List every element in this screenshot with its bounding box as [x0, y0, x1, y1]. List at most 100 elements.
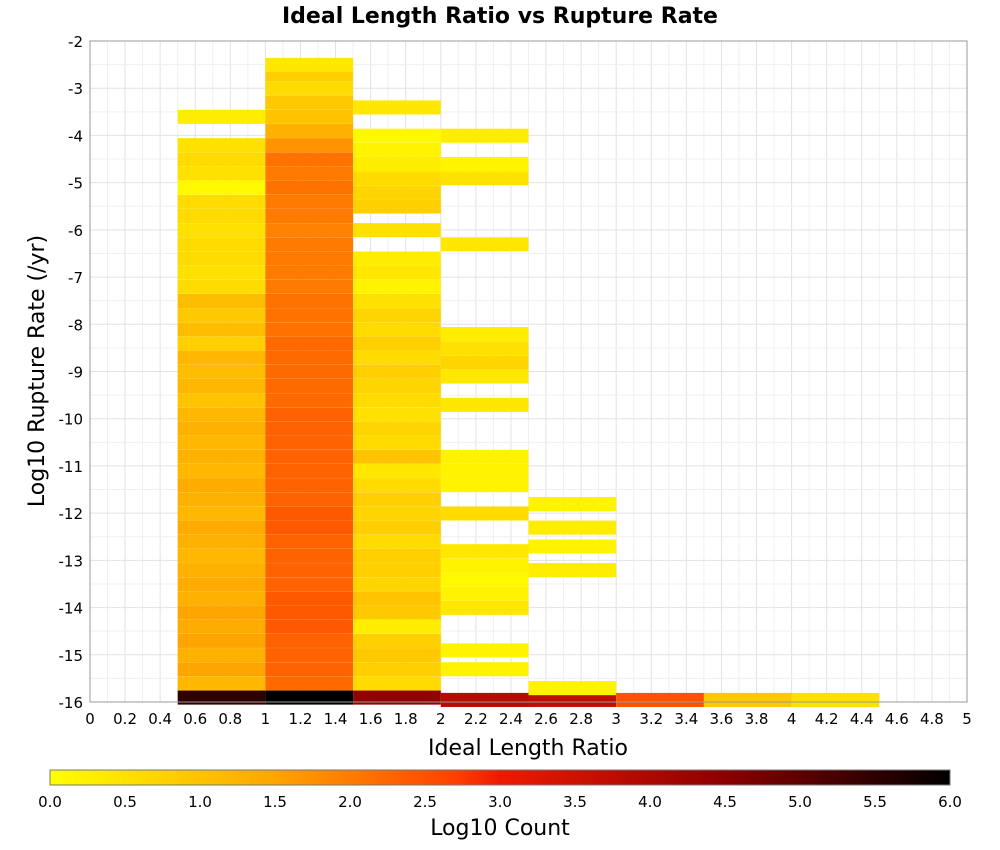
x-tick-label: 3 — [611, 710, 621, 728]
heatmap-cell — [353, 633, 441, 648]
heatmap-cell — [265, 449, 354, 464]
x-tick-label: 2 — [436, 710, 446, 728]
heatmap-cell — [528, 681, 617, 696]
heatmap-cell — [265, 364, 354, 379]
heatmap-cell — [177, 662, 266, 677]
heatmap-cell — [353, 251, 441, 266]
heatmap-cell — [177, 520, 266, 535]
heatmap-cell — [265, 662, 354, 677]
heatmap-cell — [440, 128, 529, 143]
heatmap-cell — [440, 157, 529, 172]
x-tick-label: 0 — [85, 710, 95, 728]
heatmap-cell — [353, 548, 441, 563]
heatmap-cell — [177, 166, 266, 181]
heatmap-cell — [440, 397, 529, 412]
heatmap-cell — [791, 692, 880, 707]
x-tick-label: 3.2 — [639, 710, 663, 728]
heatmap-cell — [353, 279, 441, 294]
heatmap-cell — [440, 171, 529, 186]
heatmap-cell — [177, 265, 266, 280]
heatmap-cell — [177, 563, 266, 578]
heatmap-cell — [265, 123, 354, 139]
heatmap-cell — [353, 350, 441, 365]
x-tick-label: 5 — [962, 710, 972, 728]
heatmap-cell — [353, 308, 441, 323]
x-tick-label: 0.2 — [113, 710, 137, 728]
heatmap-cell — [265, 520, 354, 535]
colorbar-tick-label: 5.5 — [863, 793, 887, 811]
heatmap-cell — [265, 591, 354, 606]
heatmap-cell — [353, 676, 441, 691]
heatmap-cell — [265, 152, 354, 167]
heatmap-cell — [440, 463, 529, 478]
heatmap-cell — [353, 293, 441, 309]
heatmap-cell — [265, 322, 354, 337]
heatmap-cell — [703, 692, 792, 707]
x-tick-label: 1.8 — [394, 710, 418, 728]
heatmap-cell — [265, 251, 354, 266]
heatmap-cell — [265, 648, 354, 663]
heatmap-cell — [440, 237, 529, 252]
heatmap-cell — [353, 265, 441, 280]
colorbar-tick-labels: 0.0 0.5 1.0 1.5 2.0 2.5 3.0 3.5 4.0 4.5 5.0 5.5 6.0 — [38, 793, 962, 811]
y-tick-label: -8 — [68, 316, 83, 334]
y-tick-label: -14 — [59, 600, 84, 618]
heatmap-cell — [177, 633, 266, 648]
x-tick-label: 4.2 — [815, 710, 839, 728]
heatmap-cell — [177, 435, 266, 450]
heatmap-cell — [265, 393, 354, 408]
heatmap-cell — [616, 692, 704, 707]
heatmap-cell — [265, 138, 354, 153]
heatmap-cell — [528, 692, 617, 707]
x-tick-label: 4.6 — [885, 710, 909, 728]
heatmap-cell — [177, 492, 266, 507]
heatmap-cell — [440, 544, 529, 559]
heatmap-cell — [265, 492, 354, 507]
y-tick-labels: -2 -3 -4 -5 -6 -7 -8 -9 -10 -11 -12 -13 -14 -15 -16 — [59, 33, 84, 712]
heatmap-cell — [265, 180, 354, 195]
x-tick-label: 1.2 — [289, 710, 313, 728]
heatmap-cells — [177, 57, 880, 707]
heatmap-cell — [353, 619, 441, 634]
heatmap-cell — [177, 308, 266, 323]
heatmap-cell — [353, 591, 441, 606]
heatmap-cell — [353, 662, 441, 677]
x-tick-labels: 0 0.2 0.4 0.6 0.8 1 1.2 1.4 1.6 1.8 2 2.2 2.4 2.6 2.8 3… — [85, 710, 972, 728]
plot-frame — [89, 40, 968, 703]
colorbar-tick-label: 0.0 — [38, 793, 62, 811]
heatmap-cell — [265, 279, 354, 294]
heatmap-cell — [265, 350, 354, 365]
heatmap-cell — [177, 676, 266, 691]
colorbar-label: Log10 Count — [430, 816, 570, 841]
x-tick-label: 1.4 — [324, 710, 348, 728]
x-tick-label: 3.6 — [710, 710, 734, 728]
heatmap-cell — [353, 185, 441, 200]
heatmap-cell — [177, 463, 266, 478]
heatmap-cell — [265, 194, 354, 209]
heatmap-cell — [353, 100, 441, 115]
heatmap-cell — [265, 506, 354, 521]
heatmap-cell — [353, 157, 441, 172]
heatmap-cell — [265, 633, 354, 648]
heatmap-cell — [265, 57, 354, 72]
heatmap-cell — [528, 563, 617, 578]
heatmap-cell — [353, 492, 441, 507]
colorbar-tick-label: 0.5 — [113, 793, 137, 811]
colorbar-tick-label: 1.0 — [188, 793, 212, 811]
heatmap-cell — [265, 237, 354, 252]
heatmap-cell — [440, 506, 529, 521]
y-tick-label: -13 — [59, 552, 84, 570]
heatmap-cell — [353, 407, 441, 422]
heatmap-cell — [177, 223, 266, 238]
x-tick-label: 4.4 — [850, 710, 874, 728]
heatmap-cell — [265, 478, 354, 493]
heatmap-cell — [265, 407, 354, 422]
heatmap-cell — [177, 322, 266, 337]
y-tick-label: -6 — [68, 222, 83, 240]
heatmap-cell — [265, 95, 354, 110]
heatmap-cell — [177, 293, 266, 309]
heatmap-cell — [265, 166, 354, 181]
heatmap-cell — [177, 506, 266, 521]
heatmap-cell — [353, 648, 441, 663]
heatmap-cell — [177, 478, 266, 493]
